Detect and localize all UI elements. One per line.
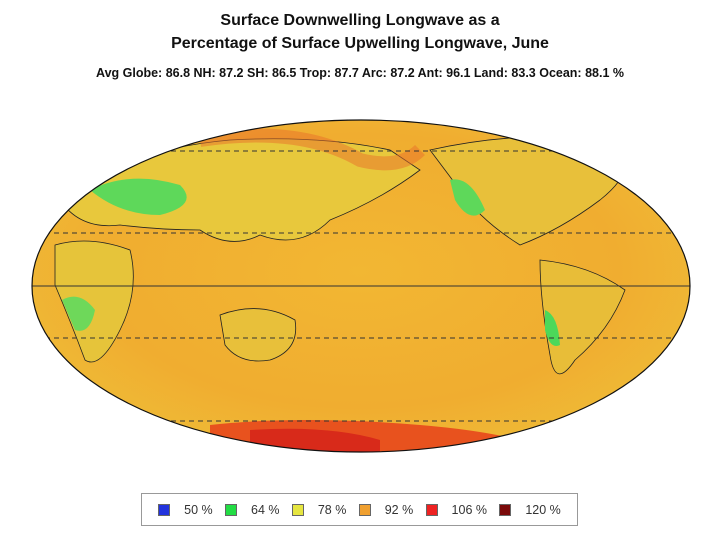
south-america [539,259,626,375]
legend-label: 78 % [317,502,347,517]
central-asia-green [90,178,187,215]
andes-green [545,310,560,346]
legend-item: 120 % [499,502,561,517]
legend-swatch [499,503,512,516]
legend: 50 % 64 % 78 % 92 % 106 % 120 % [141,493,578,526]
title-line-2: Percentage of Surface Upwelling Longwave… [171,35,549,52]
legend-swatch [225,503,238,516]
legend-item: 78 % [291,502,347,517]
north-pacific-band [198,128,425,171]
legend-label: 120 % [525,502,561,517]
world-map [31,119,691,453]
africa-green [62,296,95,331]
legend-label: 50 % [184,502,213,517]
legend-swatch [291,503,304,516]
legend-item: 50 % [158,503,213,517]
africa [54,240,134,363]
na-green [450,179,485,216]
legend-item: 106 % [425,502,487,517]
stats-summary: Avg Globe: 86.8 NH: 87.2 SH: 86.5 Trop: … [96,66,624,80]
map-border [31,119,691,453]
legend-swatch [158,503,171,516]
legend-swatch [358,503,371,516]
legend-label: 92 % [384,502,414,517]
legend-item: 92 % [358,502,414,517]
legend-label: 106 % [451,502,487,517]
title-line-1: Surface Downwelling Longwave as a [220,12,500,29]
antarctica-red [250,428,380,452]
legend-label: 64 % [251,502,280,517]
legend-swatch [425,503,438,516]
legend-item: 64 % [225,503,280,517]
australia [219,308,297,362]
